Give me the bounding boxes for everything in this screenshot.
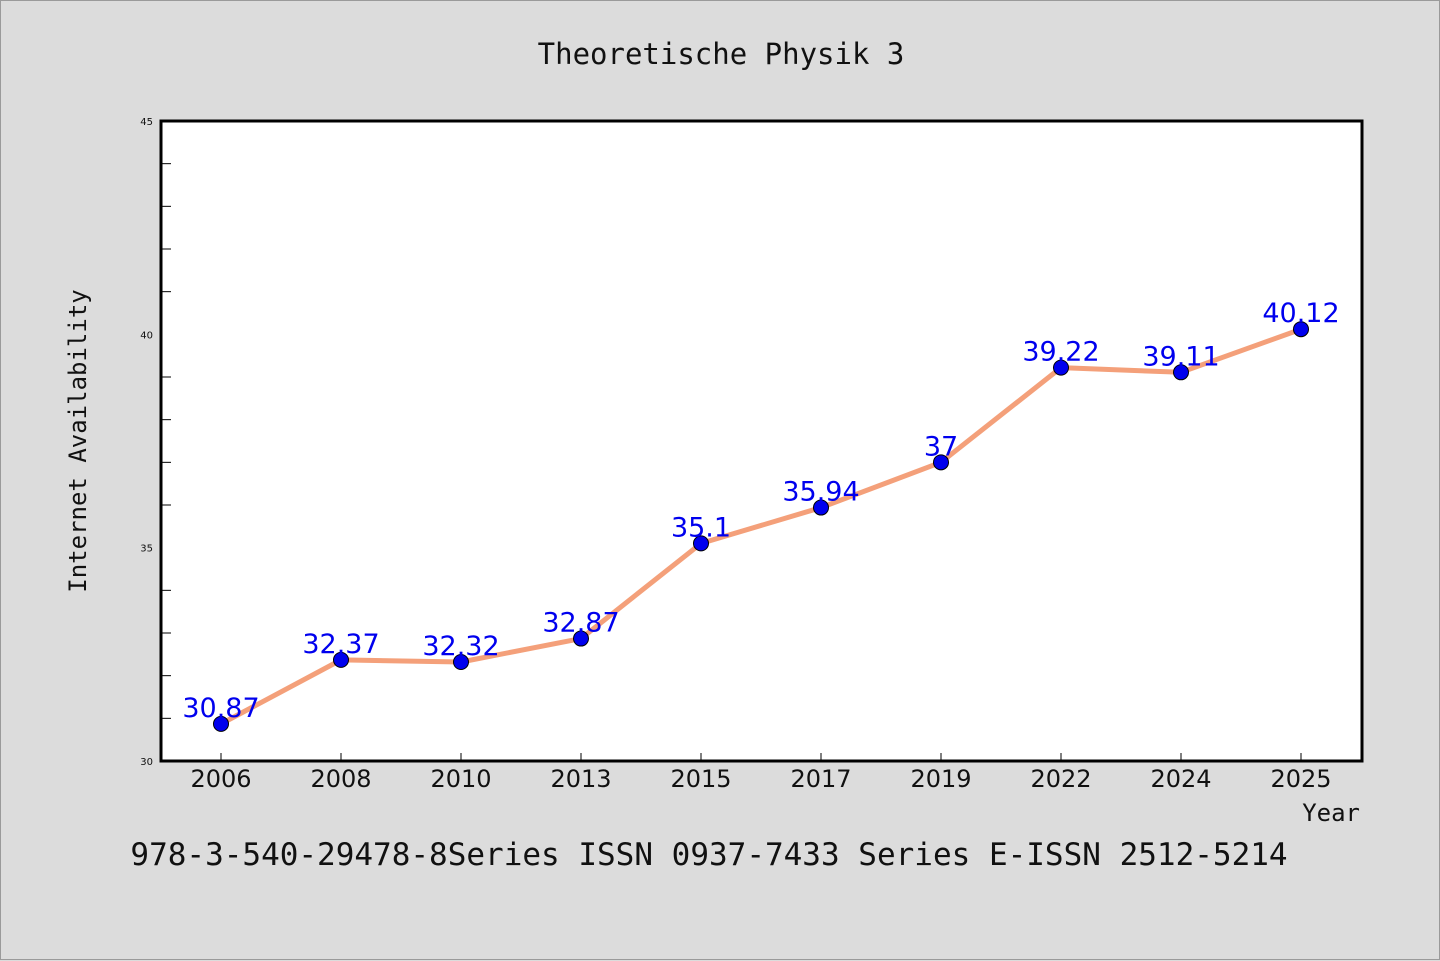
data-label: 30.87 bbox=[182, 693, 259, 724]
data-point bbox=[1173, 364, 1189, 381]
data-point bbox=[213, 715, 229, 732]
x-axis-label: Year bbox=[1302, 799, 1360, 827]
y-tick-label: 40 bbox=[140, 330, 153, 341]
data-point bbox=[933, 454, 949, 471]
data-label: 37 bbox=[924, 431, 958, 462]
data-label: 39.11 bbox=[1142, 341, 1219, 372]
x-tick-label: 2022 bbox=[1030, 765, 1091, 793]
series-group: 30.87 32.37 32.32 32.87 35.1 35.94 37 39.22 39.1… bbox=[182, 298, 1340, 732]
y-axis-ticks: 30 35 40 45 bbox=[140, 117, 171, 768]
data-label: 35.94 bbox=[782, 477, 859, 508]
y-tick-label: 35 bbox=[140, 544, 153, 555]
x-tick-label: 2013 bbox=[550, 765, 611, 793]
data-label: 32.37 bbox=[302, 629, 379, 660]
x-axis-ticks: 2006 2008 2010 2013 2015 2017 2019 2022 2024 2025 bbox=[190, 753, 1332, 793]
data-point bbox=[1293, 321, 1309, 338]
data-point bbox=[573, 630, 589, 647]
data-point bbox=[453, 654, 469, 671]
data-label: 40.12 bbox=[1262, 298, 1339, 329]
x-tick-label: 2008 bbox=[310, 765, 371, 793]
data-point bbox=[813, 499, 829, 516]
data-point bbox=[1053, 359, 1069, 376]
x-tick-label: 2015 bbox=[670, 765, 731, 793]
data-label: 39.22 bbox=[1022, 337, 1099, 368]
chart-title: Theoretische Physik 3 bbox=[538, 37, 905, 71]
data-point bbox=[693, 535, 709, 552]
x-tick-label: 2024 bbox=[1150, 765, 1211, 793]
plot-area bbox=[159, 119, 1364, 763]
y-tick-label: 45 bbox=[140, 117, 153, 128]
footer-text: 978-3-540-29478-8Series ISSN 0937-7433 S… bbox=[130, 837, 1287, 873]
y-axis-label: Internet Availability bbox=[64, 289, 92, 592]
y-tick-label: 30 bbox=[140, 757, 153, 768]
x-tick-label: 2019 bbox=[910, 765, 971, 793]
series-line bbox=[218, 326, 1304, 727]
x-tick-label: 2017 bbox=[790, 765, 851, 793]
x-tick-label: 2025 bbox=[1270, 765, 1331, 793]
x-tick-label: 2006 bbox=[190, 765, 251, 793]
data-label: 35.1 bbox=[671, 512, 731, 543]
data-point bbox=[333, 651, 349, 668]
data-label: 32.32 bbox=[422, 631, 499, 662]
x-tick-label: 2010 bbox=[430, 765, 491, 793]
data-label: 32.87 bbox=[542, 608, 619, 639]
